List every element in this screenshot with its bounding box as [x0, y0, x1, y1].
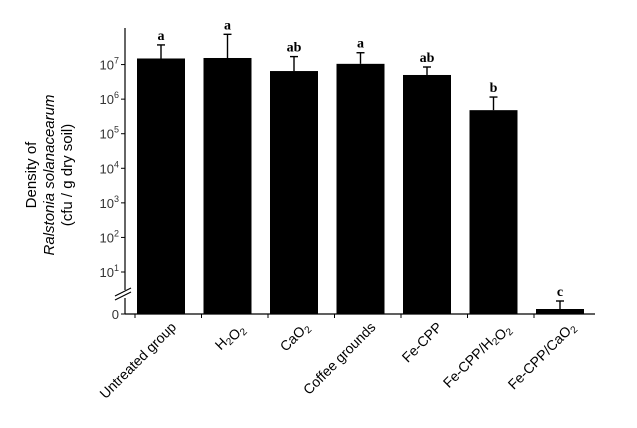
axis-break-mark	[114, 287, 132, 297]
significance-letter: c	[557, 285, 563, 300]
x-axis	[125, 313, 595, 318]
y-axis-title-line-1: Density of	[23, 141, 40, 209]
y-axis-title: Density of Ralstonia solanacearum (cfu /…	[8, 90, 92, 260]
bar	[536, 309, 584, 314]
significance-letter: ab	[287, 41, 302, 56]
bar	[203, 57, 252, 314]
y-tick-label: 104	[100, 159, 119, 176]
category-label: CaO2	[277, 318, 315, 356]
y-tick-label: 107	[100, 56, 119, 73]
significance-letter: a	[158, 29, 165, 44]
axis-break-mark	[114, 291, 132, 301]
bar	[403, 74, 451, 315]
category-label: Untreated group	[96, 319, 179, 402]
category-label: Fe-CPP/CaO2	[505, 318, 581, 394]
category-label: H2O2	[212, 318, 251, 357]
bar	[469, 110, 518, 314]
y-axis-title-line-3: (cfu / g dry soil)	[59, 123, 76, 227]
significance-letter: a	[357, 37, 364, 52]
y-tick-label: 101	[100, 263, 119, 280]
significance-letters: a a ab a ab b c	[158, 18, 564, 300]
error-bars	[157, 33, 564, 309]
y-tick-label: 103	[100, 194, 119, 211]
category-label: Fe-CPP	[399, 319, 446, 366]
y-tick-label: 105	[100, 125, 119, 142]
bar	[336, 63, 385, 314]
bar	[137, 58, 185, 314]
y-tick-label: 106	[100, 90, 119, 107]
bar	[270, 71, 318, 315]
significance-letter: a	[224, 18, 231, 33]
y-tick-label: 0	[112, 307, 119, 322]
significance-letter: b	[490, 81, 498, 96]
category-label: Fe-CPP/H2O2	[440, 318, 517, 395]
y-axis: 0 101 102 103 104 105 106 107	[100, 28, 132, 322]
significance-letter: ab	[420, 51, 435, 66]
y-tick-label: 102	[100, 228, 119, 245]
y-axis-title-line-2: Ralstonia solanacearum	[41, 94, 58, 256]
bars	[137, 57, 584, 315]
